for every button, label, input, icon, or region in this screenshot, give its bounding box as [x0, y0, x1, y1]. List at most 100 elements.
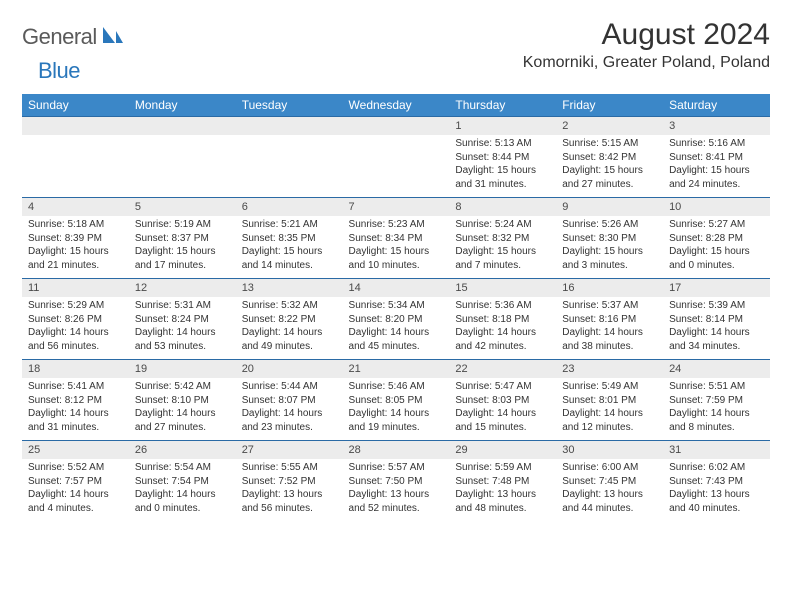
- sunset-label: Sunset:: [242, 395, 279, 406]
- sunset-label: Sunset:: [135, 314, 172, 325]
- logo: General: [22, 18, 125, 50]
- day-detail: Sunrise: 5:29 AMSunset: 8:26 PMDaylight:…: [22, 297, 129, 360]
- day-detail: Sunrise: 5:55 AMSunset: 7:52 PMDaylight:…: [236, 459, 343, 521]
- sunrise-label: Sunrise:: [669, 219, 708, 230]
- day-number: 21: [343, 360, 450, 379]
- sunrise-label: Sunrise:: [242, 219, 281, 230]
- sunrise-label: Sunrise:: [242, 462, 281, 473]
- day-detail: Sunrise: 5:39 AMSunset: 8:14 PMDaylight:…: [663, 297, 770, 360]
- sunset-value: 8:26 PM: [65, 314, 102, 325]
- sunrise-label: Sunrise:: [135, 462, 174, 473]
- sunset-label: Sunset:: [349, 314, 386, 325]
- sunset-label: Sunset:: [135, 233, 172, 244]
- daylight-label: Daylight:: [135, 408, 177, 419]
- sunrise-value: 5:55 AM: [281, 462, 318, 473]
- sunset-label: Sunset:: [562, 233, 599, 244]
- sunset-label: Sunset:: [135, 395, 172, 406]
- sunset-value: 7:52 PM: [278, 476, 315, 487]
- sunset-label: Sunset:: [669, 314, 706, 325]
- day-number: 13: [236, 279, 343, 298]
- sunrise-value: 5:13 AM: [495, 138, 532, 149]
- sunrise-value: 6:02 AM: [709, 462, 746, 473]
- title-block: August 2024 Komorniki, Greater Poland, P…: [523, 18, 770, 72]
- sunset-value: 8:41 PM: [706, 152, 743, 163]
- day-detail: Sunrise: 5:13 AMSunset: 8:44 PMDaylight:…: [449, 135, 556, 198]
- sunset-label: Sunset:: [455, 314, 492, 325]
- daylight-label: Daylight:: [669, 327, 711, 338]
- sunrise-label: Sunrise:: [455, 300, 494, 311]
- sunrise-value: 5:34 AM: [388, 300, 425, 311]
- sunrise-value: 5:47 AM: [495, 381, 532, 392]
- sunset-label: Sunset:: [28, 476, 65, 487]
- day-number: 8: [449, 198, 556, 217]
- sunset-label: Sunset:: [562, 152, 599, 163]
- day-detail: [236, 135, 343, 198]
- day-detail: Sunrise: 5:49 AMSunset: 8:01 PMDaylight:…: [556, 378, 663, 441]
- sunset-value: 8:05 PM: [385, 395, 422, 406]
- day-number: 31: [663, 441, 770, 460]
- sunset-value: 8:34 PM: [385, 233, 422, 244]
- day-detail: Sunrise: 5:52 AMSunset: 7:57 PMDaylight:…: [22, 459, 129, 521]
- sunrise-value: 5:59 AM: [495, 462, 532, 473]
- sunset-value: 8:30 PM: [599, 233, 636, 244]
- sunrise-value: 5:32 AM: [281, 300, 318, 311]
- day-detail: [22, 135, 129, 198]
- day-number: 16: [556, 279, 663, 298]
- sunset-value: 8:12 PM: [65, 395, 102, 406]
- sunrise-label: Sunrise:: [135, 219, 174, 230]
- sunrise-value: 5:51 AM: [709, 381, 746, 392]
- sunset-value: 8:35 PM: [278, 233, 315, 244]
- daylight-label: Daylight:: [669, 489, 711, 500]
- sunrise-value: 5:57 AM: [388, 462, 425, 473]
- day-number: 1: [449, 117, 556, 136]
- day-number: 22: [449, 360, 556, 379]
- detail-row: Sunrise: 5:41 AMSunset: 8:12 PMDaylight:…: [22, 378, 770, 441]
- dow-cell: Tuesday: [236, 94, 343, 117]
- detail-row: Sunrise: 5:52 AMSunset: 7:57 PMDaylight:…: [22, 459, 770, 521]
- sunrise-label: Sunrise:: [135, 381, 174, 392]
- daylight-label: Daylight:: [455, 246, 497, 257]
- day-detail: Sunrise: 5:51 AMSunset: 7:59 PMDaylight:…: [663, 378, 770, 441]
- day-number: 5: [129, 198, 236, 217]
- logo-word1: General: [22, 24, 97, 50]
- sunrise-label: Sunrise:: [135, 300, 174, 311]
- sunset-value: 8:14 PM: [706, 314, 743, 325]
- sunrise-value: 5:19 AM: [174, 219, 211, 230]
- daylight-label: Daylight:: [562, 246, 604, 257]
- sunrise-label: Sunrise:: [28, 219, 67, 230]
- dow-cell: Friday: [556, 94, 663, 117]
- calendar-table: SundayMondayTuesdayWednesdayThursdayFrid…: [22, 94, 770, 521]
- sunrise-value: 5:21 AM: [281, 219, 318, 230]
- daylight-label: Daylight:: [562, 408, 604, 419]
- logo-word2: Blue: [38, 58, 80, 84]
- sunrise-value: 5:24 AM: [495, 219, 532, 230]
- sunrise-label: Sunrise:: [669, 462, 708, 473]
- sunset-label: Sunset:: [455, 233, 492, 244]
- day-number: [22, 117, 129, 136]
- sunset-label: Sunset:: [669, 476, 706, 487]
- sunrise-value: 5:29 AM: [67, 300, 104, 311]
- sunset-label: Sunset:: [349, 476, 386, 487]
- day-detail: Sunrise: 5:36 AMSunset: 8:18 PMDaylight:…: [449, 297, 556, 360]
- daylight-label: Daylight:: [455, 327, 497, 338]
- sunrise-label: Sunrise:: [562, 138, 601, 149]
- dow-cell: Saturday: [663, 94, 770, 117]
- daylight-label: Daylight:: [349, 489, 391, 500]
- day-detail: Sunrise: 5:24 AMSunset: 8:32 PMDaylight:…: [449, 216, 556, 279]
- daylight-label: Daylight:: [242, 327, 284, 338]
- sunset-value: 8:44 PM: [492, 152, 529, 163]
- sunrise-value: 5:23 AM: [388, 219, 425, 230]
- sunrise-value: 5:44 AM: [281, 381, 318, 392]
- day-detail: Sunrise: 6:02 AMSunset: 7:43 PMDaylight:…: [663, 459, 770, 521]
- daylight-label: Daylight:: [669, 408, 711, 419]
- day-number: 6: [236, 198, 343, 217]
- day-detail: Sunrise: 5:26 AMSunset: 8:30 PMDaylight:…: [556, 216, 663, 279]
- sunrise-label: Sunrise:: [349, 300, 388, 311]
- daynum-row: 11121314151617: [22, 279, 770, 298]
- daylight-label: Daylight:: [28, 489, 70, 500]
- sunrise-label: Sunrise:: [28, 381, 67, 392]
- sunrise-value: 5:26 AM: [602, 219, 639, 230]
- sunset-label: Sunset:: [669, 152, 706, 163]
- day-detail: Sunrise: 5:46 AMSunset: 8:05 PMDaylight:…: [343, 378, 450, 441]
- sunset-value: 8:28 PM: [706, 233, 743, 244]
